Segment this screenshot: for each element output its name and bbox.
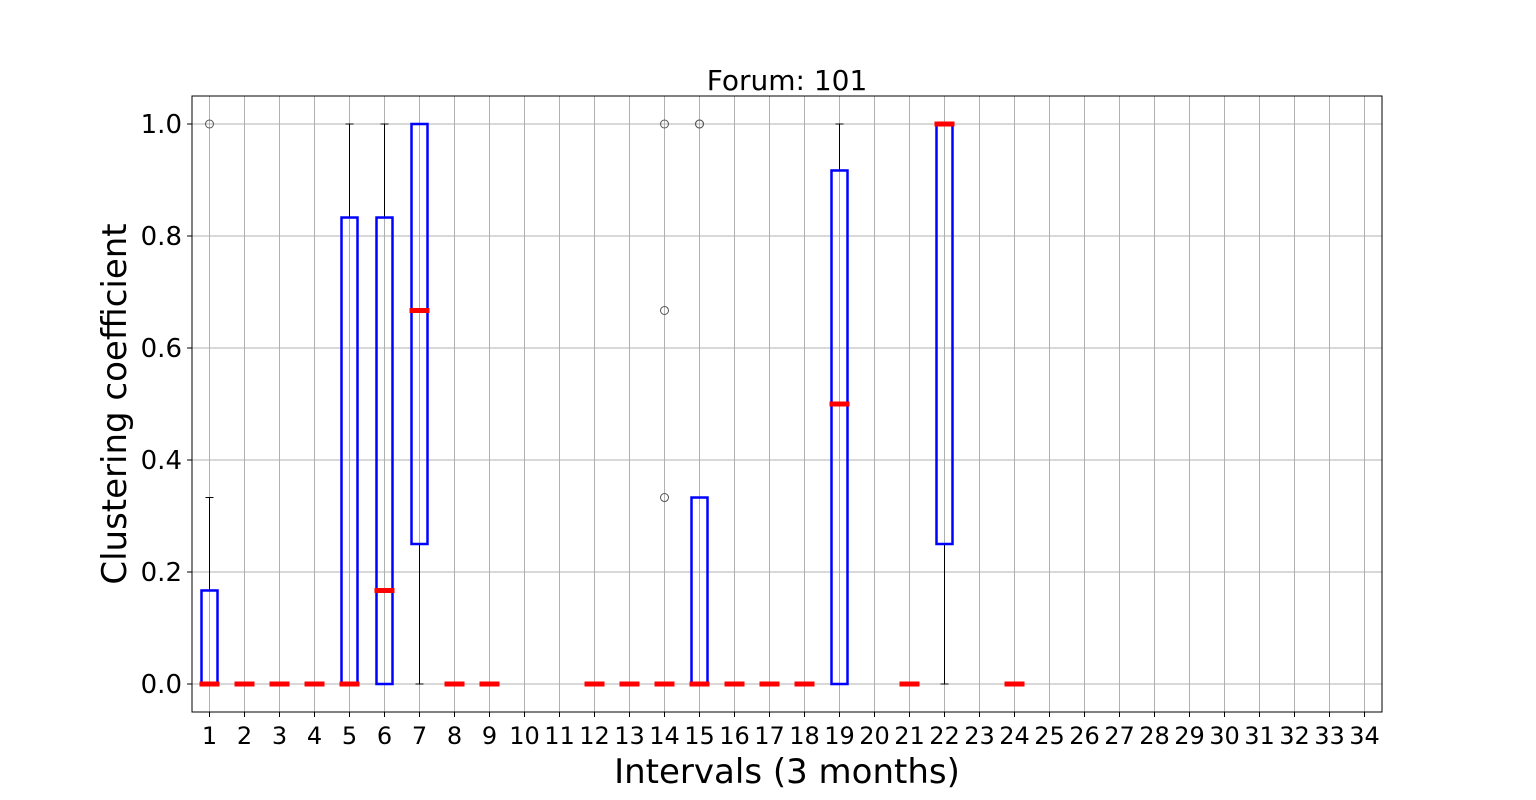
y-tick-label: 0.0	[141, 670, 182, 700]
x-tick-label: 27	[1104, 722, 1135, 750]
box-interval-19	[829, 123, 850, 686]
box-iqr	[410, 122, 429, 546]
x-tick-label: 18	[789, 722, 820, 750]
x-tick-label: 8	[447, 722, 462, 750]
x-tick-label: 14	[649, 722, 680, 750]
axis-ticks: 1 2 3 4 5 6 7 8 9 10 11 12 13 14 15 16 17 18 19 20 21 22 23 24 2…	[141, 110, 1380, 750]
y-tick-label: 1.0	[141, 110, 182, 140]
grid	[192, 96, 1382, 712]
x-tick-label: 10	[509, 722, 540, 750]
x-tick-label: 15	[684, 722, 715, 750]
x-tick-label: 19	[824, 722, 855, 750]
x-tick-label: 32	[1279, 722, 1310, 750]
x-tick-label: 1	[202, 722, 217, 750]
x-tick-label: 34	[1349, 722, 1380, 750]
x-tick-label: 11	[544, 722, 575, 750]
box-interval-6	[374, 123, 395, 686]
y-tick-label: 0.6	[141, 334, 182, 364]
x-tick-label: 9	[482, 722, 497, 750]
x-tick-label: 20	[859, 722, 890, 750]
x-tick-label: 21	[894, 722, 925, 750]
x-tick-label: 25	[1034, 722, 1065, 750]
y-tick-label: 0.2	[141, 558, 182, 588]
y-tick-label: 0.8	[141, 222, 182, 252]
box-interval-1	[199, 119, 220, 687]
outlier-point	[660, 119, 669, 129]
y-axis-label: Clustering coefficient	[95, 223, 135, 584]
box-interval-14	[654, 119, 675, 687]
x-tick-label: 17	[754, 722, 785, 750]
box-interval-15	[689, 119, 710, 687]
outlier-point	[660, 305, 669, 315]
x-tick-label: 28	[1139, 722, 1170, 750]
box-iqr	[375, 216, 394, 686]
outlier-point	[695, 119, 704, 129]
x-tick-label: 6	[377, 722, 392, 750]
x-tick-label: 5	[342, 722, 357, 750]
x-tick-label: 7	[412, 722, 427, 750]
box-interval-22	[934, 121, 955, 685]
box-interval-5	[339, 123, 360, 687]
box-interval-7	[409, 122, 430, 685]
x-tick-label: 12	[579, 722, 610, 750]
x-tick-label: 3	[272, 722, 287, 750]
plot-area-frame	[191, 95, 1383, 713]
x-tick-label: 4	[307, 722, 322, 750]
x-tick-label: 13	[614, 722, 645, 750]
x-tick-label: 16	[719, 722, 750, 750]
x-tick-label: 31	[1244, 722, 1275, 750]
x-tick-label: 2	[237, 722, 252, 750]
box-iqr	[830, 169, 849, 686]
x-tick-label: 33	[1314, 722, 1345, 750]
outlier-point	[205, 119, 214, 129]
x-tick-label: 23	[964, 722, 995, 750]
chart-title: Forum: 101	[707, 64, 868, 97]
x-tick-label: 24	[999, 722, 1030, 750]
boxes	[199, 119, 1025, 687]
y-tick-label: 0.4	[141, 446, 182, 476]
x-tick-label: 29	[1174, 722, 1205, 750]
x-tick-label: 30	[1209, 722, 1240, 750]
x-axis-label: Intervals (3 months)	[614, 752, 960, 792]
x-tick-label: 22	[929, 722, 960, 750]
outlier-point	[660, 493, 669, 503]
x-tick-label: 26	[1069, 722, 1100, 750]
